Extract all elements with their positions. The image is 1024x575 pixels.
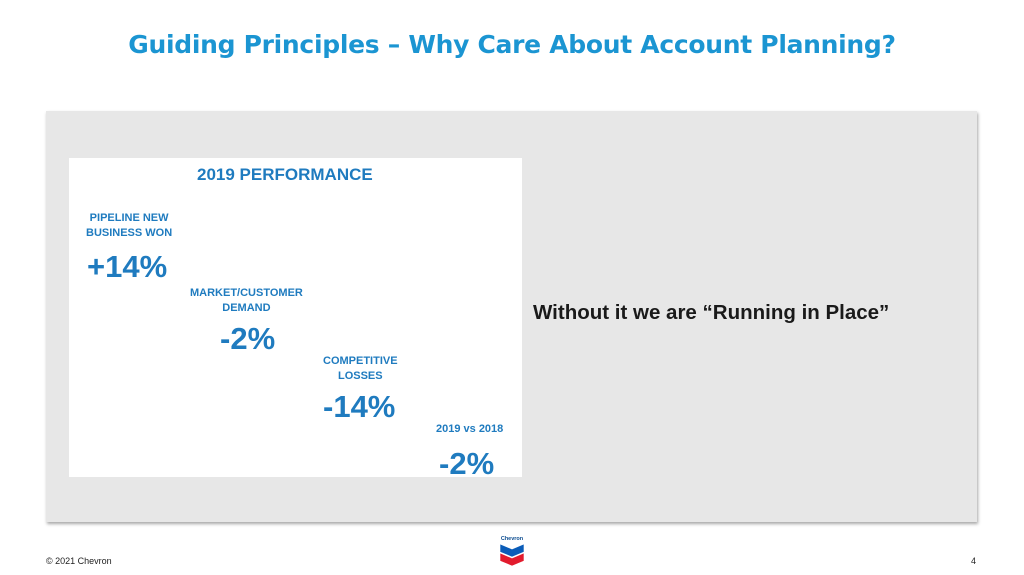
copyright: © 2021 Chevron — [46, 556, 112, 566]
metric-value-yoy: -2% — [439, 446, 495, 481]
metric-label-line: LOSSES — [337, 370, 383, 382]
metric-label-line: COMPETITIVE — [323, 355, 398, 367]
metric-value-demand: -2% — [220, 321, 276, 356]
metric-label-yoy: 2019 vs 2018 — [436, 422, 503, 437]
metric-label-line: MARKET/CUSTOMER — [190, 287, 303, 299]
slide-title: Guiding Principles – Why Care About Acco… — [128, 30, 896, 59]
chevron-logo-icon — [499, 543, 525, 567]
performance-title: 2019 PERFORMANCE — [197, 165, 373, 184]
metric-value-losses: -14% — [323, 389, 396, 424]
logo-wordmark: Chevron — [500, 536, 524, 542]
metric-label-demand: MARKET/CUSTOMER DEMAND — [190, 286, 303, 316]
metric-label-losses: COMPETITIVE LOSSES — [323, 354, 398, 384]
performance-graphic: 2019 PERFORMANCE PIPELINE NEW BUSINESS W… — [69, 158, 522, 481]
metric-label-line: DEMAND — [222, 302, 271, 314]
metric-label-pipeline: PIPELINE NEW BUSINESS WON — [86, 211, 172, 241]
chevron-logo: Chevron — [498, 536, 526, 568]
metric-label-line: BUSINESS WON — [86, 227, 173, 239]
quote-text: Without it we are “Running in Place” — [533, 301, 890, 324]
metric-label-line: 2019 vs 2018 — [436, 423, 504, 435]
content-panel: 2019 PERFORMANCE PIPELINE NEW BUSINESS W… — [46, 111, 977, 522]
metric-value-pipeline: +14% — [87, 249, 168, 284]
metric-label-line: PIPELINE NEW — [89, 212, 169, 224]
page-number: 4 — [971, 556, 977, 566]
